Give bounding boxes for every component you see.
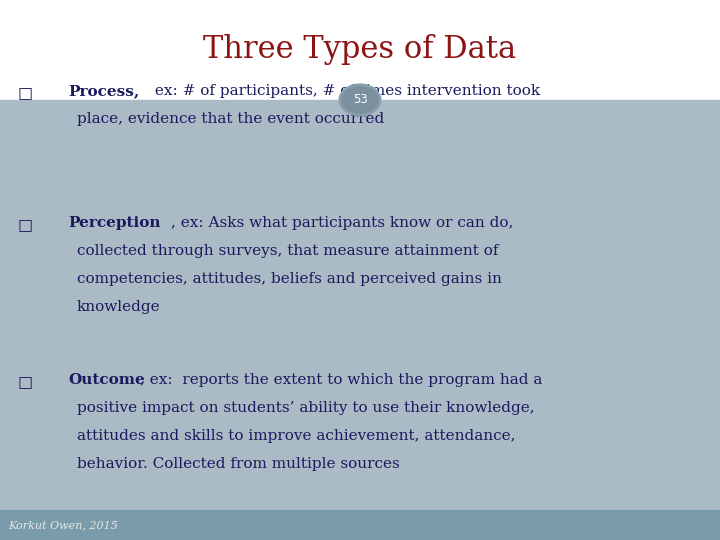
Text: Perception: Perception: [68, 216, 161, 230]
Text: positive impact on students’ ability to use their knowledge,: positive impact on students’ ability to …: [77, 401, 535, 415]
Text: □: □: [18, 373, 33, 389]
Text: Outcome: Outcome: [68, 373, 145, 387]
Text: Three Types of Data: Three Types of Data: [204, 35, 516, 65]
Text: 53: 53: [353, 93, 367, 106]
Text: □: □: [18, 84, 33, 100]
Text: place, evidence that the event occurred: place, evidence that the event occurred: [77, 112, 384, 126]
Text: ex: # of participants, # of times intervention took: ex: # of participants, # of times interv…: [150, 84, 541, 98]
Text: Korkut Owen, 2015: Korkut Owen, 2015: [9, 520, 119, 530]
FancyBboxPatch shape: [0, 0, 720, 100]
Text: Process,: Process,: [68, 84, 140, 98]
Text: competencies, attitudes, beliefs and perceived gains in: competencies, attitudes, beliefs and per…: [77, 272, 502, 286]
Circle shape: [340, 85, 380, 115]
Text: attitudes and skills to improve achievement, attendance,: attitudes and skills to improve achievem…: [77, 429, 516, 443]
Text: □: □: [18, 216, 33, 233]
Text: knowledge: knowledge: [77, 300, 161, 314]
FancyBboxPatch shape: [0, 100, 720, 510]
Text: , ex: Asks what participants know or can do,: , ex: Asks what participants know or can…: [171, 216, 513, 230]
Text: behavior. Collected from multiple sources: behavior. Collected from multiple source…: [77, 457, 400, 471]
Text: , ex:  reports the extent to which the program had a: , ex: reports the extent to which the pr…: [140, 373, 542, 387]
Text: collected through surveys, that measure attainment of: collected through surveys, that measure …: [77, 244, 498, 258]
FancyBboxPatch shape: [0, 510, 720, 540]
